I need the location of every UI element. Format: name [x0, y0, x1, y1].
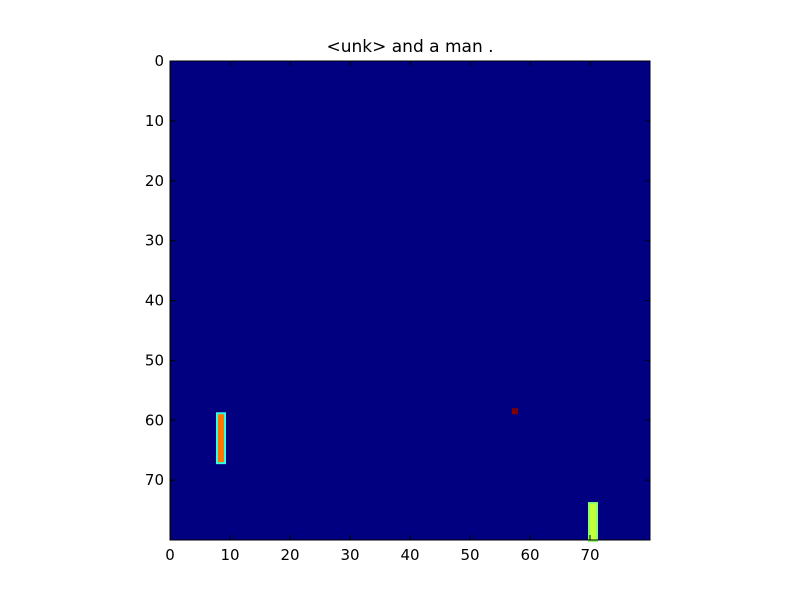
x-tick-label: 50 — [460, 546, 479, 564]
y-tick-label: 40 — [145, 292, 164, 310]
heatmap-cell-dark-red-spot — [512, 408, 518, 415]
y-tick-label: 70 — [145, 471, 164, 489]
x-tick-label: 10 — [220, 546, 239, 564]
x-tick-label: 30 — [340, 546, 359, 564]
image-layer — [170, 61, 650, 542]
y-tick-label: 60 — [145, 411, 164, 429]
y-tick-label: 20 — [145, 172, 164, 190]
y-tick-label: 10 — [145, 112, 164, 130]
y-axis: 0 10 20 30 40 50 60 70 — [145, 52, 650, 489]
x-tick-label: 70 — [580, 546, 599, 564]
y-tick-label: 30 — [145, 232, 164, 250]
y-tick-label: 50 — [145, 351, 164, 369]
heatmap-cell-orange-bar — [218, 414, 224, 463]
x-tick-label: 40 — [400, 546, 419, 564]
heatmap-background — [170, 61, 650, 540]
chart-title: <unk> and a man . — [326, 37, 493, 57]
x-tick-label: 20 — [280, 546, 299, 564]
y-tick-label: 0 — [154, 52, 164, 70]
x-tick-label: 0 — [165, 546, 175, 564]
x-tick-label: 60 — [520, 546, 539, 564]
heatmap-cell-yellow-green-bar — [590, 504, 596, 540]
x-axis: 0 10 20 30 40 50 60 70 — [165, 61, 600, 564]
